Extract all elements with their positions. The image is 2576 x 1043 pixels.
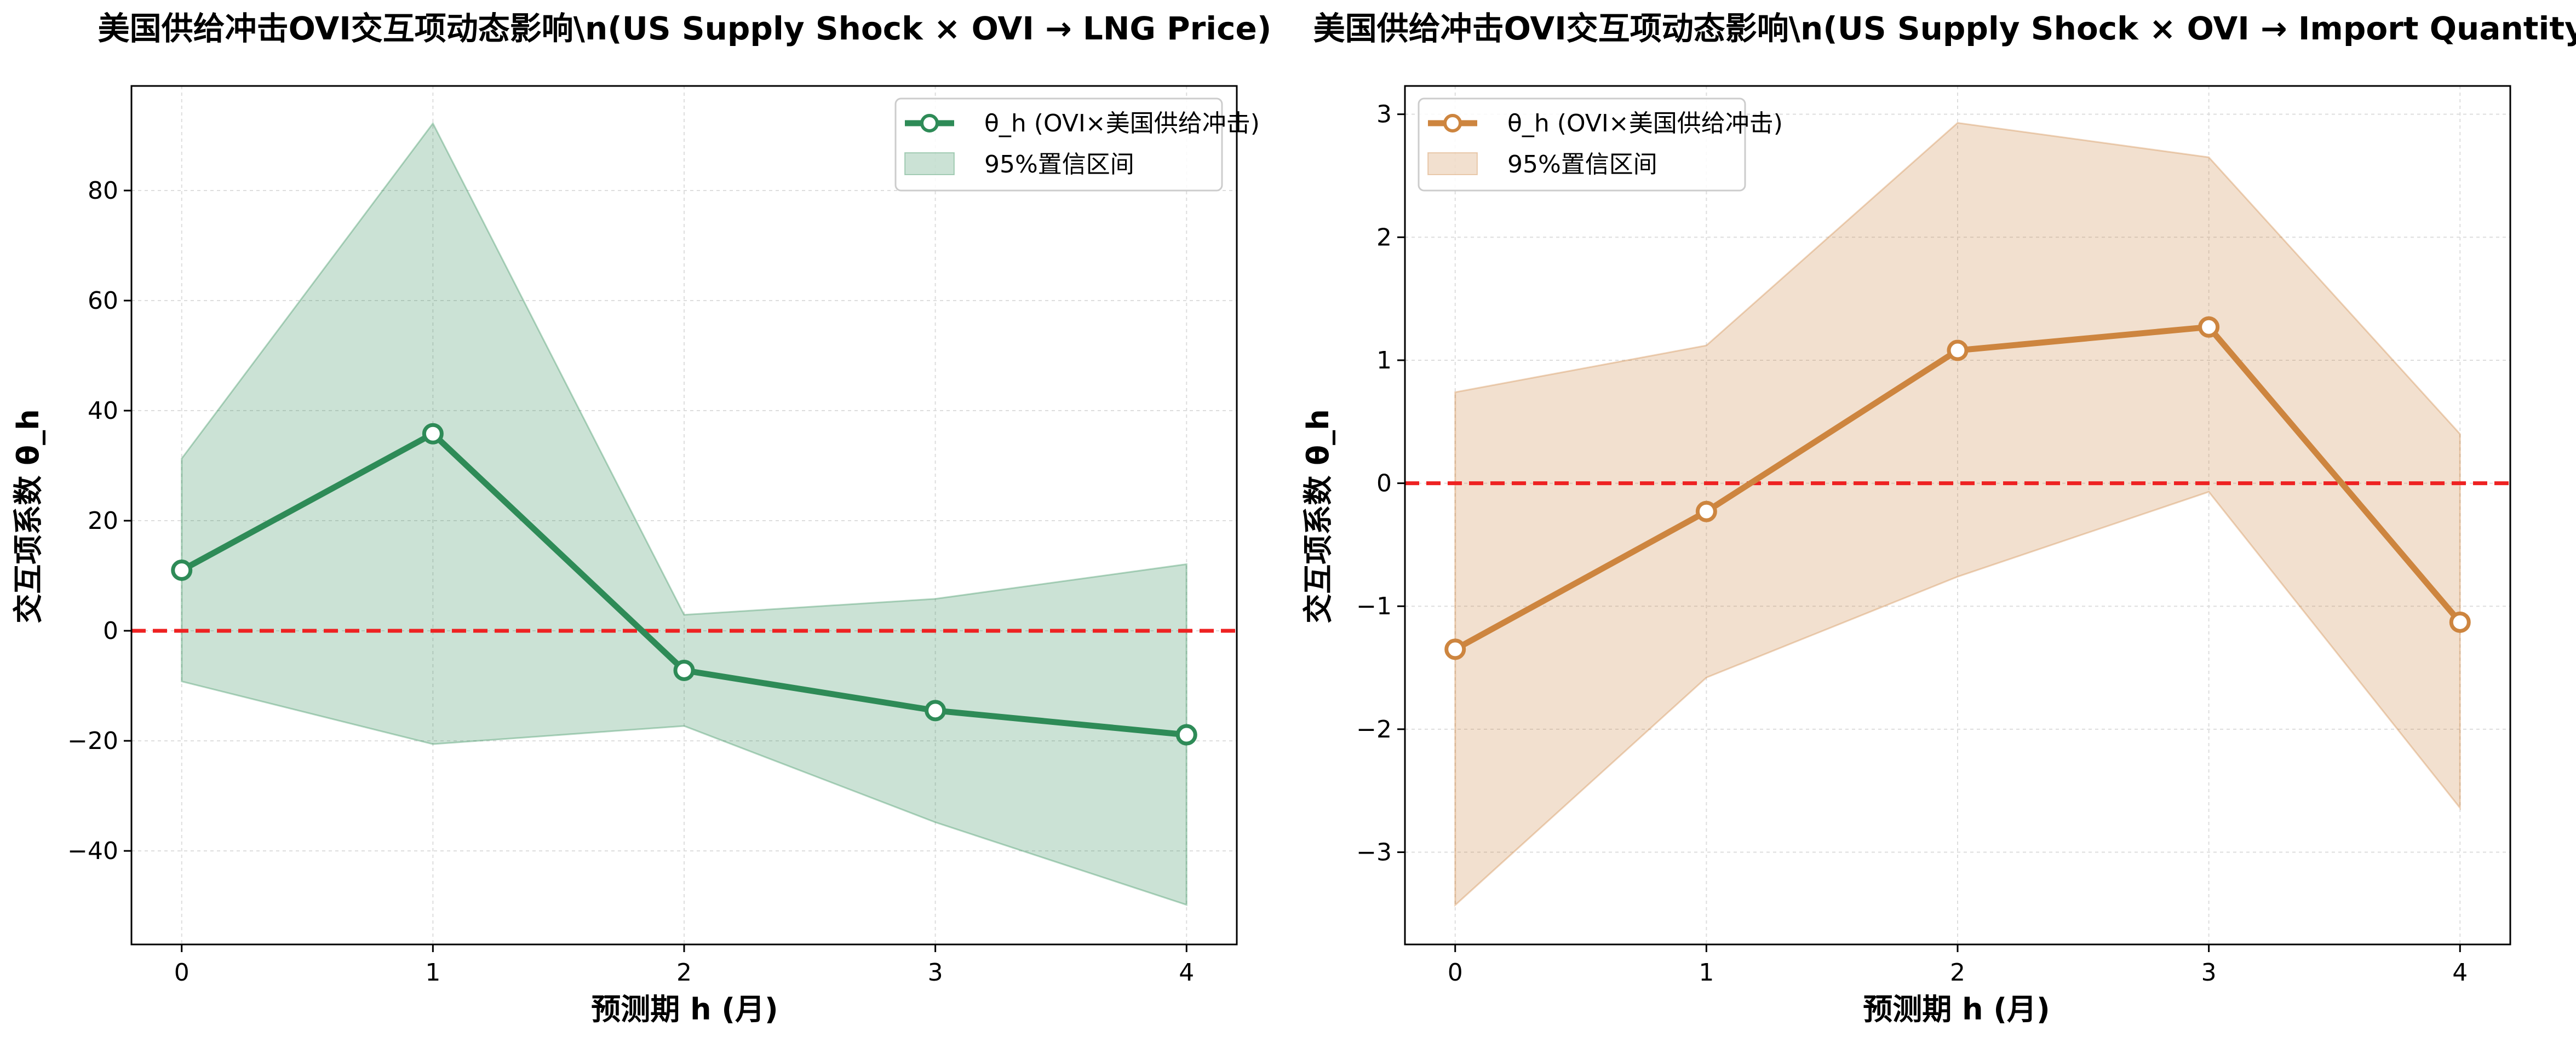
data-point: [1444, 638, 1466, 660]
chart-title: 美国供给冲击OVI交互项动态影响\n(US Supply Shock × OVI…: [1313, 10, 2576, 47]
price-chart-panel: 美国供给冲击OVI交互项动态影响\n(US Supply Shock × OVI…: [11, 10, 1271, 1027]
legend-marker-swatch: [920, 114, 939, 132]
data-point: [1947, 339, 1969, 361]
x-ticks: 0 1 2 3 4: [1448, 944, 2468, 987]
x-tick-label: 0: [174, 959, 190, 987]
y-tick-label: 1: [1376, 347, 1392, 374]
quantity-chart-panel: 美国供给冲击OVI交互项动态影响\n(US Supply Shock × OVI…: [1301, 10, 2576, 1027]
plot-frame: [130, 85, 1238, 946]
grid: [1405, 86, 2510, 944]
plot-frame: [1404, 85, 2511, 946]
chart-title: 美国供给冲击OVI交互项动态影响\n(US Supply Shock × OVI…: [98, 10, 1272, 47]
legend-box: [1418, 97, 1746, 192]
data-point: [1695, 500, 1717, 522]
x-axis-label: 预测期 h (月): [1863, 992, 2050, 1027]
legend-band-label: 95%置信区间: [1507, 151, 1657, 178]
x-tick-label: 2: [676, 959, 692, 987]
x-tick-label: 4: [2452, 959, 2468, 987]
y-tick-label: 60: [88, 287, 118, 315]
legend-box: [894, 97, 1223, 192]
y-tick-label: −40: [67, 837, 118, 865]
y-tick-label: −20: [67, 727, 118, 755]
x-ticks: 0 1 2 3 4: [174, 944, 1194, 987]
y-tick-label: 0: [1376, 470, 1392, 498]
y-tick-label: 2: [1376, 223, 1392, 251]
y-tick-label: 0: [103, 617, 118, 645]
y-tick-label: 40: [88, 397, 118, 425]
data-point: [925, 700, 946, 722]
y-tick-label: −1: [1356, 592, 1392, 620]
x-tick-label: 0: [1448, 959, 1463, 987]
data-point: [2449, 611, 2471, 633]
x-tick-label: 2: [1950, 959, 1965, 987]
y-axis-label: 交互项系数 θ_h: [11, 409, 45, 623]
y-ticks: −3 −2 −1 0 1 2 3: [1356, 101, 1405, 867]
legend-marker-swatch: [1443, 114, 1462, 132]
x-axis-label: 预测期 h (月): [591, 992, 778, 1027]
series-markers: [171, 423, 1197, 746]
legend: θ_h (OVI×美国供给冲击) 95%置信区间: [1418, 97, 1783, 192]
y-ticks: −40 −20 0 20 40 60 80: [67, 177, 131, 865]
data-point: [171, 560, 193, 581]
x-tick-label: 3: [928, 959, 943, 987]
data-point: [2198, 316, 2220, 338]
y-axis-label: 交互项系数 θ_h: [1301, 409, 1335, 623]
legend: θ_h (OVI×美国供给冲击) 95%置信区间: [894, 97, 1260, 192]
legend-band-label: 95%置信区间: [984, 151, 1134, 178]
y-tick-label: −2: [1356, 716, 1392, 744]
data-point: [1175, 724, 1197, 746]
legend-series-label: θ_h (OVI×美国供给冲击): [1507, 110, 1783, 137]
data-point: [673, 659, 695, 681]
y-tick-label: −3: [1356, 839, 1392, 867]
legend-band-swatch: [1427, 152, 1478, 175]
series-markers: [1444, 316, 2471, 660]
x-tick-label: 1: [425, 959, 440, 987]
data-point: [422, 423, 444, 445]
x-tick-label: 1: [1699, 959, 1714, 987]
x-tick-label: 3: [2201, 959, 2217, 987]
legend-band-swatch: [904, 152, 955, 175]
y-tick-label: 20: [88, 507, 118, 535]
legend-series-label: θ_h (OVI×美国供给冲击): [984, 110, 1260, 137]
x-tick-label: 4: [1179, 959, 1194, 987]
y-tick-label: 80: [88, 177, 118, 205]
y-tick-label: 3: [1376, 101, 1392, 129]
